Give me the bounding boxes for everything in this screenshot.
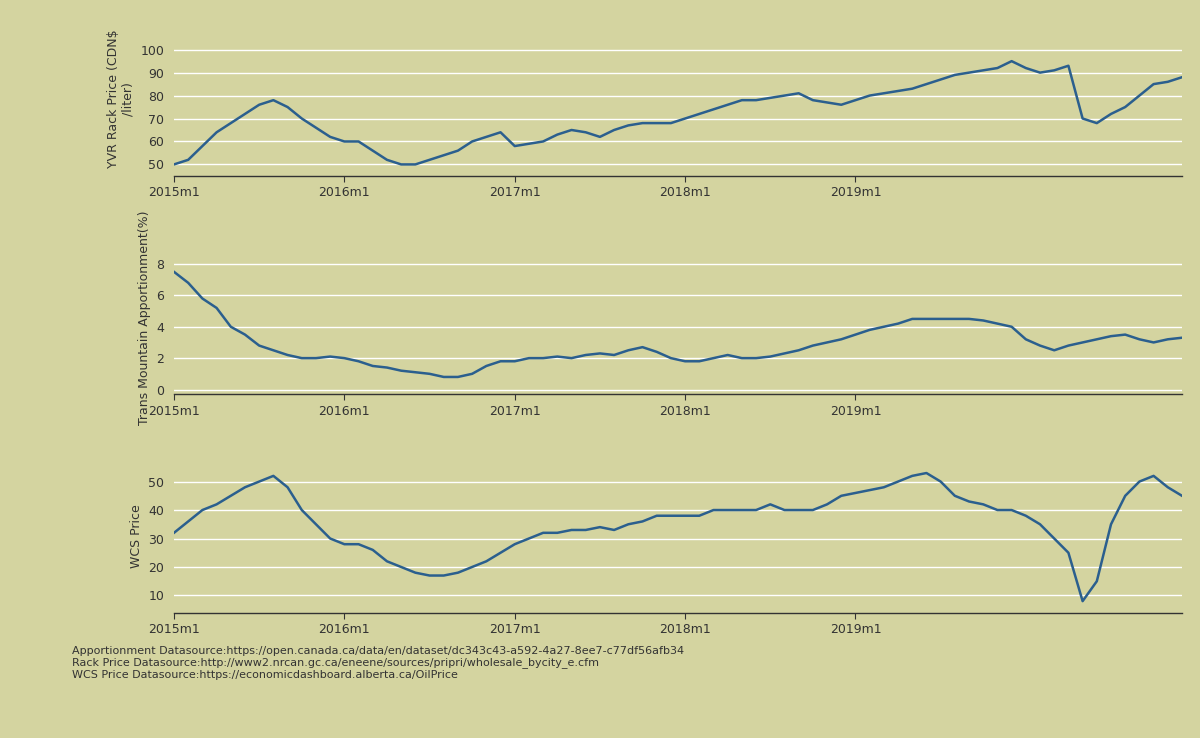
Y-axis label: Trans Mountain Apportionment(%): Trans Mountain Apportionment(%) (138, 210, 151, 424)
Text: Apportionment Datasource:https://open.canada.ca/data/en/dataset/dc343c43-a592-4a: Apportionment Datasource:https://open.ca… (72, 646, 684, 680)
Y-axis label: YVR Rack Price (CDN$
/liter): YVR Rack Price (CDN$ /liter) (107, 30, 134, 168)
Y-axis label: WCS Price: WCS Price (130, 504, 143, 568)
